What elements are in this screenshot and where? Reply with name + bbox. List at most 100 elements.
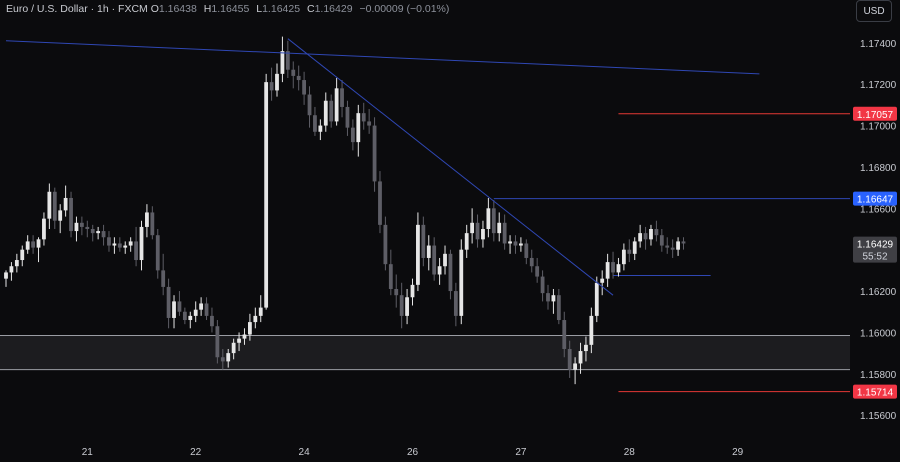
- candle-body: [443, 253, 447, 267]
- candle-body: [594, 282, 599, 316]
- candle-body: [193, 309, 198, 316]
- x-tick-label: 28: [624, 447, 636, 458]
- close-value: 1.16429: [314, 3, 353, 15]
- candle-body: [313, 115, 317, 132]
- candle-body: [58, 210, 63, 221]
- trendline-1: [287, 38, 614, 296]
- price-tag-label: 1.16647: [857, 195, 894, 206]
- candle-body: [621, 249, 626, 265]
- candle-body: [139, 226, 144, 261]
- candle-body: [112, 243, 117, 246]
- y-tick-label: 1.17200: [860, 80, 897, 91]
- candle-body: [388, 264, 393, 289]
- candle-body: [426, 245, 431, 258]
- candle-body: [101, 231, 106, 238]
- candle-body: [172, 301, 176, 318]
- candle-body: [166, 286, 171, 318]
- candle-body: [546, 293, 550, 302]
- candle-body: [524, 243, 529, 258]
- candle-body: [508, 241, 512, 244]
- candle-body: [627, 249, 632, 254]
- candle-body: [220, 357, 225, 362]
- candle-body: [383, 224, 388, 265]
- candle-body: [345, 106, 350, 128]
- candle-body: [258, 307, 263, 316]
- candle-body: [31, 241, 35, 248]
- candle-body: [188, 315, 193, 321]
- candle-body: [14, 260, 19, 267]
- y-tick-label: 1.16600: [860, 204, 897, 215]
- candle-body: [69, 197, 73, 232]
- candle-body: [589, 315, 594, 345]
- candle-body: [464, 233, 469, 250]
- x-tick-label: 26: [407, 447, 419, 458]
- candle-body: [204, 303, 209, 316]
- candle-body: [323, 100, 328, 126]
- candle-body: [182, 311, 187, 321]
- open-label: O: [150, 3, 159, 15]
- countdown-label: 55:52: [862, 252, 887, 263]
- candle-body: [199, 303, 204, 310]
- y-tick-label: 1.17000: [860, 122, 897, 133]
- y-tick-label: 1.15800: [860, 370, 897, 381]
- candle-body: [52, 191, 57, 221]
- low-value: 1.16425: [262, 3, 301, 15]
- candle-body: [459, 249, 464, 316]
- candle-body: [556, 295, 561, 321]
- candle-body: [611, 262, 615, 273]
- candle-body: [177, 301, 182, 312]
- candle-body: [155, 235, 160, 271]
- candle-body: [275, 73, 279, 91]
- candle-body: [578, 351, 583, 364]
- candle-body: [491, 208, 496, 234]
- candle-body: [96, 231, 101, 234]
- candle-body: [562, 320, 567, 349]
- high-label: H: [203, 3, 212, 15]
- candle-body: [90, 229, 95, 234]
- price-tag: [853, 384, 897, 399]
- candle-body: [448, 253, 453, 292]
- candle-body: [470, 222, 475, 234]
- y-tick-label: 1.16000: [860, 328, 897, 339]
- high-value: 1.16455: [211, 3, 250, 15]
- candle-body: [394, 288, 399, 296]
- x-tick-label: 24: [299, 447, 311, 458]
- candle-body: [654, 229, 659, 236]
- candle-body: [134, 241, 138, 261]
- currency-button[interactable]: USD: [856, 0, 892, 22]
- close-label: C: [306, 3, 315, 15]
- candle-body: [519, 243, 523, 246]
- candle-body: [161, 270, 166, 287]
- x-tick-label: 27: [515, 447, 527, 458]
- candle-body: [497, 222, 502, 234]
- open-value: 1.16438: [158, 3, 197, 15]
- candle-body: [416, 224, 420, 285]
- candle-body: [475, 222, 480, 240]
- candle-body: [85, 226, 90, 229]
- candle-body: [513, 241, 518, 246]
- candle-body: [128, 241, 133, 246]
- candle-body: [107, 237, 111, 246]
- candle-body: [649, 229, 653, 240]
- candle-body: [437, 266, 442, 275]
- y-tick-label: 1.16200: [860, 287, 897, 298]
- candle-body: [291, 69, 296, 76]
- candle-body: [432, 245, 437, 275]
- candle-body: [237, 338, 241, 343]
- candle-body: [573, 363, 577, 370]
- price-tag: [853, 106, 897, 121]
- candle-body: [231, 342, 236, 354]
- candle-body: [529, 257, 534, 267]
- candle-body: [264, 82, 269, 308]
- candle-body: [248, 322, 252, 335]
- y-tick-label: 1.15600: [860, 411, 897, 422]
- candle-body: [36, 239, 41, 248]
- y-tick-label: 1.16800: [860, 163, 897, 174]
- candle-body: [453, 291, 458, 316]
- candle-body: [584, 344, 588, 352]
- candle-body: [117, 243, 122, 248]
- candle-body: [285, 51, 290, 70]
- candle-body: [269, 82, 274, 91]
- candle-body: [502, 222, 507, 244]
